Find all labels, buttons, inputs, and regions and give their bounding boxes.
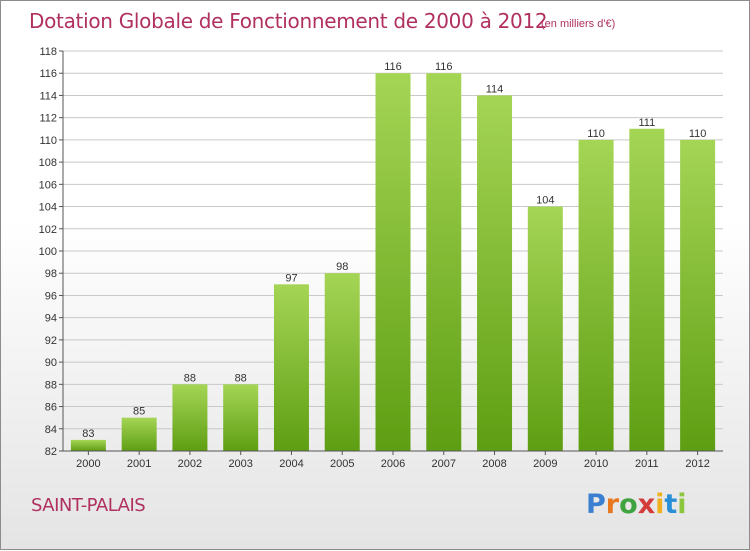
y-tick-label: 116: [39, 68, 57, 80]
x-tick-label: 2011: [635, 458, 659, 470]
bar: [172, 384, 208, 451]
x-tick-label: 2001: [127, 458, 151, 470]
proxiti-logo[interactable]: Proxiti: [586, 489, 687, 520]
bar: [629, 128, 665, 451]
y-tick-label: 118: [39, 46, 57, 58]
bar: [477, 95, 513, 451]
logo-letter: i: [677, 489, 687, 520]
y-tick-label: 114: [39, 90, 57, 102]
bar: [273, 284, 309, 451]
logo-letter: i: [655, 489, 665, 520]
x-tick-label: 2010: [584, 458, 608, 470]
bar: [223, 384, 259, 451]
data-label: 110: [587, 128, 605, 140]
y-tick-label: 108: [39, 157, 57, 169]
data-label: 116: [384, 61, 402, 73]
y-tick-label: 92: [45, 335, 57, 347]
y-tick-label: 104: [39, 202, 57, 214]
logo-letter: r: [605, 489, 620, 520]
y-tick-label: 90: [45, 357, 57, 369]
data-label: 88: [184, 372, 196, 384]
data-label: 83: [82, 428, 94, 440]
y-tick-label: 100: [39, 246, 57, 258]
x-tick-label: 2012: [685, 458, 709, 470]
bar: [426, 73, 462, 451]
y-tick-label: 86: [45, 402, 57, 414]
y-tick-label: 96: [45, 290, 57, 302]
x-tick-label: 2005: [330, 458, 354, 470]
x-tick-label: 2007: [432, 458, 456, 470]
bar: [527, 206, 563, 451]
x-tick-label: 2008: [482, 458, 506, 470]
place-name: SAINT-PALAIS: [31, 495, 146, 516]
y-tick-label: 112: [39, 113, 57, 125]
data-label: 116: [435, 61, 453, 73]
bar: [121, 417, 157, 451]
data-label: 114: [486, 83, 504, 95]
x-tick-label: 2002: [178, 458, 202, 470]
logo-letter: o: [619, 489, 638, 520]
y-tick-label: 98: [45, 268, 57, 280]
chart-unit: (en milliers d'€): [541, 18, 616, 30]
data-label: 111: [638, 117, 655, 129]
y-tick-label: 88: [45, 379, 57, 391]
x-tick-label: 2009: [533, 458, 557, 470]
bar-layer: [70, 73, 716, 451]
data-label: 110: [689, 128, 707, 140]
y-tick-label: 84: [45, 424, 57, 436]
x-tick-label: 2003: [228, 458, 252, 470]
logo-letter: x: [637, 489, 656, 520]
logo-letter: P: [586, 489, 606, 520]
y-tick-label: 110: [39, 135, 57, 147]
x-tick-label: 2000: [76, 458, 100, 470]
bar: [578, 139, 614, 451]
bar: [680, 139, 716, 451]
data-label: 88: [235, 372, 247, 384]
data-label: 97: [285, 272, 297, 284]
chart-title: Dotation Globale de Fonctionnement de 20…: [29, 9, 548, 33]
data-label: 98: [336, 261, 348, 273]
y-tick-label: 82: [45, 446, 57, 458]
bar: [324, 273, 360, 451]
data-label: 85: [133, 406, 145, 418]
y-tick-label: 106: [39, 179, 57, 191]
x-tick-label: 2004: [279, 458, 303, 470]
data-label: 104: [536, 195, 554, 207]
bar: [70, 439, 106, 451]
x-tick-label: 2006: [381, 458, 405, 470]
y-tick-label: 94: [45, 313, 57, 325]
y-tick-label: 102: [39, 224, 57, 236]
logo-letter: t: [664, 489, 678, 520]
axis-layer: 82 84 86 88 90 92 94 96 98 100 102 104 106 108 110 112 1…: [39, 46, 723, 470]
bar: [375, 73, 411, 451]
